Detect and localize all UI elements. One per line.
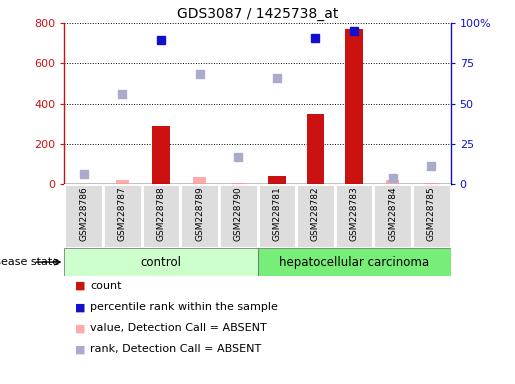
Bar: [335, 184, 373, 248]
Bar: [116, 180, 129, 184]
Bar: [412, 184, 451, 248]
Text: control: control: [141, 256, 181, 268]
Bar: [180, 184, 219, 248]
Bar: [103, 184, 142, 248]
Text: ■: ■: [75, 344, 85, 354]
Text: ■: ■: [75, 323, 85, 333]
Text: disease state: disease state: [0, 257, 59, 267]
Text: GSM228784: GSM228784: [388, 186, 397, 241]
Text: GSM228781: GSM228781: [272, 186, 281, 241]
Bar: [64, 184, 103, 248]
Bar: [425, 183, 438, 184]
Bar: [258, 248, 451, 276]
Text: value, Detection Call = ABSENT: value, Detection Call = ABSENT: [90, 323, 267, 333]
Text: GSM228789: GSM228789: [195, 186, 204, 241]
Bar: [386, 180, 399, 184]
Text: GSM228790: GSM228790: [234, 186, 243, 241]
Bar: [193, 177, 206, 184]
Text: hepatocellular carcinoma: hepatocellular carcinoma: [279, 256, 429, 268]
Bar: [268, 176, 285, 184]
Text: count: count: [90, 281, 122, 291]
Text: GSM228782: GSM228782: [311, 186, 320, 241]
Bar: [152, 126, 169, 184]
Text: percentile rank within the sample: percentile rank within the sample: [90, 302, 278, 312]
Text: GSM228788: GSM228788: [157, 186, 165, 241]
Text: rank, Detection Call = ABSENT: rank, Detection Call = ABSENT: [90, 344, 262, 354]
Text: GSM228785: GSM228785: [427, 186, 436, 241]
Title: GDS3087 / 1425738_at: GDS3087 / 1425738_at: [177, 7, 338, 21]
Bar: [64, 248, 258, 276]
Text: GSM228787: GSM228787: [118, 186, 127, 241]
Text: ■: ■: [75, 281, 85, 291]
Bar: [232, 183, 245, 184]
Bar: [296, 184, 335, 248]
Bar: [142, 184, 180, 248]
Bar: [373, 184, 412, 248]
Bar: [307, 114, 324, 184]
Bar: [219, 184, 258, 248]
Text: GSM228783: GSM228783: [350, 186, 358, 241]
Text: ■: ■: [75, 302, 85, 312]
Bar: [346, 29, 363, 184]
Text: GSM228786: GSM228786: [79, 186, 88, 241]
Bar: [258, 184, 296, 248]
